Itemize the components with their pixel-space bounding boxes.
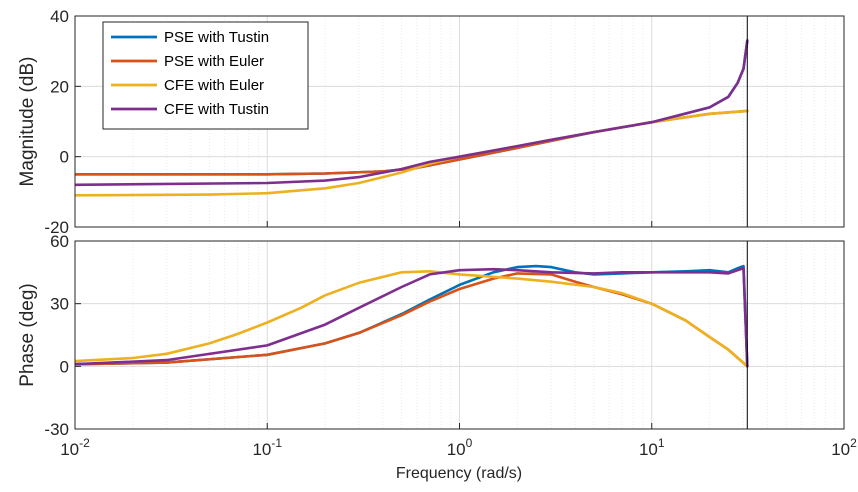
phase-y-tick-label: -30 [44,420,69,439]
magnitude-y-ticks: -20 0 20 40 [44,7,81,237]
phase-y-tick-label: 60 [50,232,69,251]
magnitude-series [75,39,749,197]
phase-series-cfe-with-euler [75,269,749,368]
x-tick-label: 102 [831,436,857,459]
x-tick-label: 100 [447,436,473,459]
legend-box [102,21,309,130]
phase-axes-box [74,240,845,430]
x-tick-label: 10-2 [60,436,90,459]
x-tick-labels: 10-2 10-1 100 101 102 [60,436,857,459]
phase-panel: -30 0 30 60 Phase (deg) [17,232,845,439]
phase-y-tick-label: 30 [50,295,69,314]
phase-y-tick-label: 0 [60,357,69,376]
legend-label-cfe-with-euler: CFE with Euler [164,77,264,94]
x-tick-label: 101 [639,436,665,459]
magnitude-y-tick-label: 40 [50,7,69,26]
phase-y-ticks: -30 0 30 60 [44,232,81,439]
x-tick-label: 10-1 [252,436,282,459]
magnitude-y-tick-label: 0 [60,148,69,167]
legend-label-cfe-with-tustin: CFE with Tustin [164,101,269,118]
magnitude-y-tick-label: 20 [50,77,69,96]
magnitude-y-tick-label: -20 [44,218,69,237]
legend-label-pse-with-euler: PSE with Euler [164,53,264,70]
legend-label-pse-with-tustin: PSE with Tustin [164,29,269,46]
x-axis-label: Frequency (rad/s) [396,465,522,482]
legend: PSE with Tustin PSE with Euler CFE with Eu… [102,21,309,130]
magnitude-series-cfe-with-tustin [75,39,749,187]
phase-y-axis-label: Phase (deg) [17,283,38,387]
magnitude-axes-box [74,15,845,228]
magnitude-y-axis-label: Magnitude (dB) [17,57,38,187]
phase-series-cfe-with-tustin [75,266,749,368]
phase-series [75,264,749,368]
